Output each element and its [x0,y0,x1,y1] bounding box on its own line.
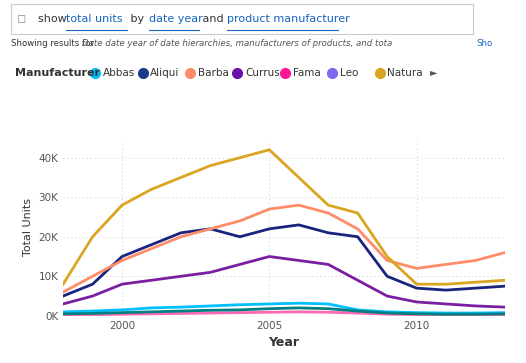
Text: Barba: Barba [198,68,229,78]
Text: and: and [199,14,228,24]
Text: Currus: Currus [245,68,280,78]
Text: date year: date year [149,14,203,24]
Text: Manufacturer: Manufacturer [15,68,100,78]
Text: Leo: Leo [340,68,358,78]
Text: ◻: ◻ [17,14,27,24]
Text: Sho: Sho [476,39,492,48]
Text: Natura: Natura [388,68,423,78]
Text: Abbas: Abbas [103,68,135,78]
Text: Showing results for: Showing results for [11,39,96,48]
Text: ►: ► [430,68,437,78]
Text: show: show [38,14,70,24]
X-axis label: Year: Year [269,336,299,349]
Text: Fama: Fama [292,68,320,78]
Text: product manufacturer: product manufacturer [227,14,350,24]
Text: Aliqui: Aliqui [150,68,180,78]
Text: by: by [127,14,148,24]
Text: total units: total units [66,14,123,24]
Y-axis label: Total Units: Total Units [23,198,33,256]
Text: Date date year of date hierarchies, manufacturers of products, and tota: Date date year of date hierarchies, manu… [82,39,392,48]
